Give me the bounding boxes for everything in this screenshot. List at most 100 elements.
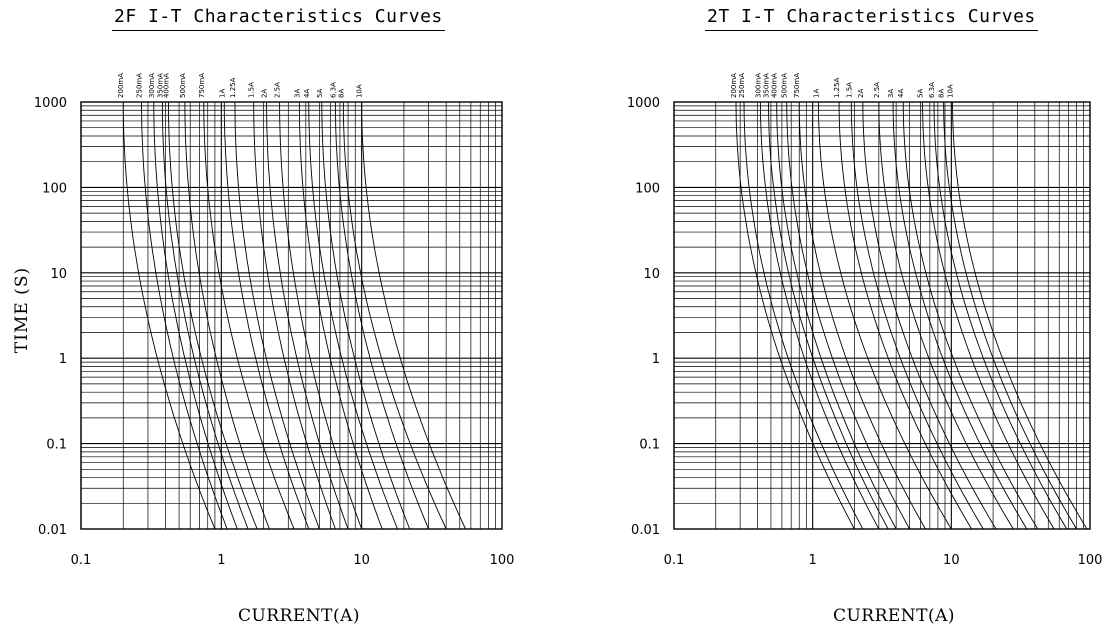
curve-label-250ma: 250mA [136,73,144,98]
y-tick-label: 1 [652,352,660,367]
curve-label-10a: 10A [356,84,364,98]
x-axis-label: CURRENT(A) [832,606,956,626]
curve-3a [892,102,1028,530]
curve-2-5a [279,102,363,530]
chart-2f-plot: 0.1 1 10 100 1000 100 10 1 0.1 0.01 200mA 250mA 300m… [34,73,515,568]
x-tick-label: 10 [353,553,370,568]
curve-label-750ma: 750mA [793,73,801,98]
curve-label-4a: 4A [897,89,905,98]
curve-label-2a: 2A [261,89,269,98]
y-tick-label: 1000 [627,96,660,111]
x-tick-label: 100 [490,553,515,568]
x-tick-label: 1 [217,553,225,568]
curve-1a [817,101,952,530]
y-tick-label: 1 [59,352,67,367]
curve-8a [943,101,1077,530]
x-axis-label: CURRENT(A) [237,606,361,626]
curve-label-1-25a: 1.25A [833,77,841,98]
curve-300ma [153,102,238,530]
y-tick-label: 100 [42,181,67,196]
y-tick-label: 0.1 [639,438,660,453]
curve-label-4a: 4A [303,89,311,98]
curve-200ma [122,101,216,530]
curve-label-8a: 8A [337,89,345,98]
chart-2f-panel: 2F I-T Characteristics Curves TIME (S) 0… [12,4,515,626]
curve-8a [342,101,447,530]
curve-label-300ma: 300mA [754,73,762,98]
curve-label-5a: 5A [917,89,925,98]
curve-250ma [141,101,228,530]
plot-frame [673,101,1091,530]
curve-3a [298,102,383,530]
curve-label-2a: 2A [857,89,865,98]
curve-label-5a: 5A [316,89,324,98]
curve-label-350ma: 350mA [763,73,771,98]
chart-2t-panel: 2T I-T Characteristics Curves 0.1 1 10 100 1… [559,0,1118,637]
curve-label-6-3a: 6.3A [928,82,936,98]
curve-label-500ma: 500mA [781,73,789,98]
y-tick-label: 1000 [34,96,67,111]
curve-label-400ma: 400mA [163,73,171,98]
y-tick-label: 0.01 [38,523,67,538]
curve-label-8a: 8A [938,89,946,98]
curve-4a [902,101,1039,530]
curve-label-200ma: 200mA [117,73,125,98]
curve-1-5a [253,102,336,530]
y-tick-label: 0.01 [631,523,660,538]
curve-1a [223,102,310,530]
curve-label-2-5a: 2.5A [873,82,881,98]
series-curves [735,101,1088,530]
curve-label-1-25a: 1.25A [229,77,237,98]
x-tick-label: 0.1 [71,553,92,568]
curve-200ma [735,101,855,530]
curve-label-3a: 3A [887,89,895,98]
curve-6-3a [334,102,430,530]
x-tick-label: 0.1 [664,553,685,568]
curve-5a [922,101,1055,530]
curve-label-250ma: 250mA [738,73,746,98]
y-tick-label: 100 [635,181,660,196]
x-tick-label: 1 [809,553,817,568]
curve-4a [308,102,398,530]
y-tick-label: 10 [643,267,660,282]
gridlines [80,102,502,530]
curve-label-10a: 10A [947,84,955,98]
curve-label-1-5a: 1.5A [845,82,853,98]
curve-label-350ma: 350mA [156,73,164,98]
curve-500ma [184,102,270,530]
chart-2t-plot: 0.1 1 10 100 1000 100 10 1 0.1 0.01 200mA 250mA 300m… [627,73,1103,568]
curve-label-1a: 1A [812,89,820,98]
curve-1-25a [234,101,320,530]
x-tick-label: 10 [943,553,960,568]
curve-label-6-3a: 6.3A [329,82,337,98]
x-tick-label: 100 [1078,553,1103,568]
curve-400ma [168,102,258,530]
curve-1-25a [838,102,972,530]
curve-label-200ma: 200mA [730,73,738,98]
y-tick-label: 10 [50,267,67,282]
y-tick-label: 0.1 [46,438,67,453]
curve-2a [266,102,349,530]
curve-250ma [743,101,864,530]
curve-500ma [786,101,910,530]
curve-300ma [759,101,880,530]
curve-2a [862,101,997,530]
curve-6-3a [933,101,1068,530]
curve-label-300ma: 300mA [148,73,156,98]
plot-frame [80,101,503,530]
curve-5a [321,102,411,530]
curve-350ma [768,102,889,530]
curve-label-1-5a: 1.5A [248,82,256,98]
curve-10a [952,101,1088,530]
curve-label-400ma: 400mA [771,73,779,98]
curve-750ma [798,101,926,530]
curve-1-5a [850,101,984,530]
curve-label-750ma: 750mA [198,73,206,98]
chart-title: 2F I-T Characteristics Curves [112,4,445,31]
curve-2-5a [878,101,1014,530]
curve-label-3a: 3A [293,89,301,98]
curve-750ma [203,102,295,530]
curve-label-2-5a: 2.5A [274,82,282,98]
curve-label-1a: 1A [218,89,226,98]
curve-400ma [776,102,897,530]
